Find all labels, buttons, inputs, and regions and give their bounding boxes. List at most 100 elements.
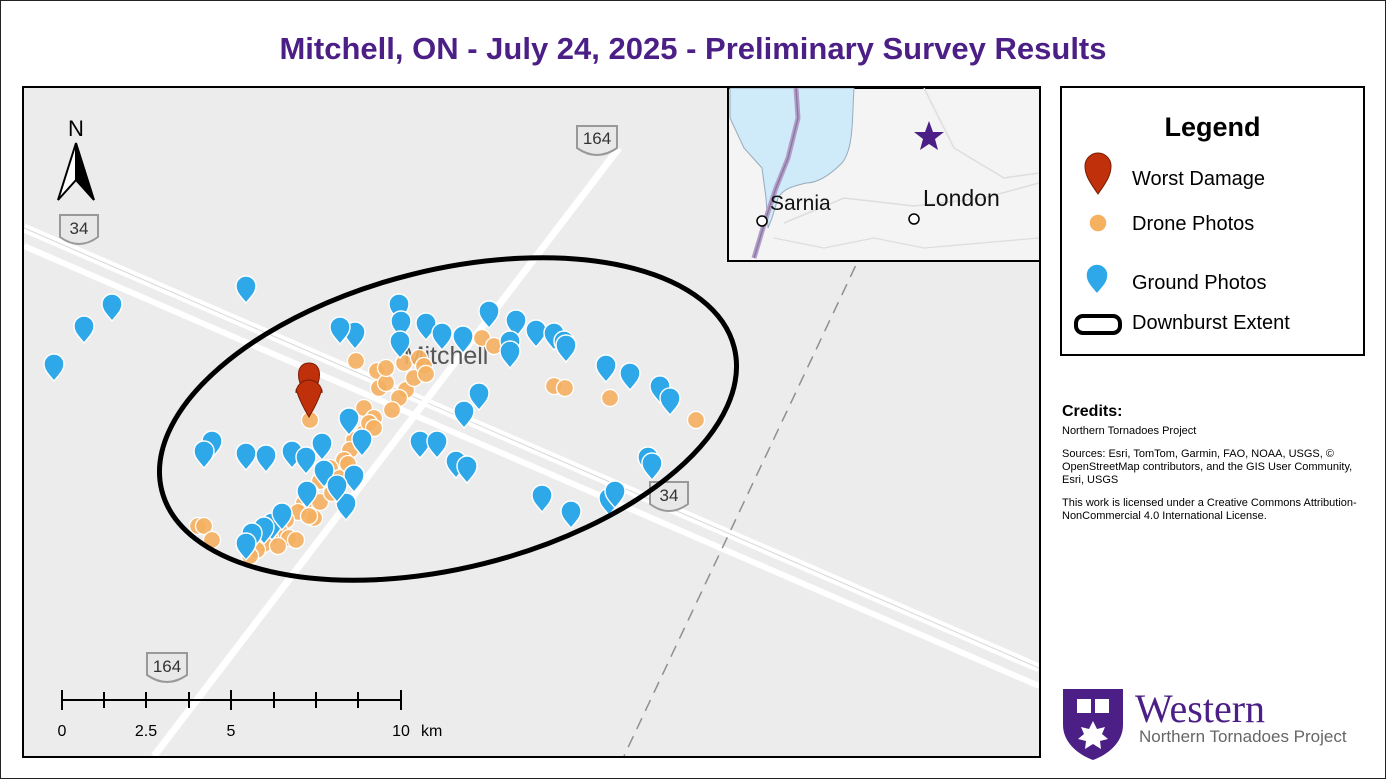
drone-photo-marker <box>555 378 575 398</box>
drone-photo-marker <box>346 351 366 371</box>
road-shield-164-top: 164 <box>576 125 618 156</box>
city-marker-icon <box>756 215 768 227</box>
credits-heading: Credits: <box>1062 403 1123 420</box>
page-title: Mitchell, ON - July 24, 2025 - Prelimina… <box>279 31 1107 66</box>
ground-photo-layer <box>43 275 681 562</box>
ground-photo-marker <box>641 452 663 482</box>
ground-photo-marker <box>296 480 318 510</box>
ground-photo-marker <box>235 532 257 562</box>
legend-label-downburst-extent: Downburst Extent <box>1132 312 1290 334</box>
road-shield-34-left: 34 <box>59 214 99 245</box>
drone-photo-marker <box>376 358 396 378</box>
ground-photo-marker <box>329 316 351 346</box>
logo-subtitle: Northern Tornadoes Project <box>1139 727 1347 746</box>
road-network <box>24 145 1039 756</box>
credits-block: Credits: Northern Tornadoes Project Sour… <box>1062 403 1362 533</box>
ground-photo-marker <box>531 484 553 514</box>
western-crest-icon <box>1063 689 1123 760</box>
legend-label-ground-photos: Ground Photos <box>1132 272 1267 294</box>
worst-damage-pin <box>295 362 323 418</box>
ground-photo-marker <box>338 407 360 437</box>
highway-164-road <box>151 145 622 756</box>
ground-photo-marker <box>295 446 317 476</box>
ground-photo-marker <box>235 442 257 472</box>
city-marker-icon <box>908 213 920 225</box>
orange-dot-icon <box>1088 213 1108 233</box>
north-arrow-icon: N <box>57 116 95 201</box>
legend-label-drone-photos: Drone Photos <box>1132 213 1255 235</box>
ground-photo-marker <box>555 334 577 364</box>
ground-photo-marker <box>193 440 215 470</box>
drone-photo-marker <box>382 400 402 420</box>
county-boundary <box>623 247 865 756</box>
ground-photo-marker <box>271 502 293 532</box>
ground-photo-marker <box>101 293 123 323</box>
ground-photo-marker <box>468 382 490 412</box>
north-label: N <box>68 116 84 141</box>
storm-location-star-icon <box>914 121 944 150</box>
ground-photo-marker <box>335 492 357 522</box>
scale-tick-label: 10 <box>392 723 410 740</box>
ground-photo-marker <box>499 340 521 370</box>
shield-label: 164 <box>583 129 611 148</box>
ground-photo-marker <box>604 480 626 510</box>
ground-photo-marker <box>560 500 582 530</box>
ground-photo-marker <box>235 275 257 305</box>
drone-photo-marker <box>686 410 706 430</box>
drone-photo-marker <box>268 536 288 556</box>
inset-city-label: Sarnia <box>770 192 831 215</box>
ground-photo-marker <box>73 315 95 345</box>
ground-photo-marker <box>431 322 453 352</box>
ground-photo-marker <box>351 428 373 458</box>
ground-photo-marker <box>43 353 65 383</box>
road-shield-34-right: 34 <box>649 481 689 512</box>
shield-label: 164 <box>153 657 181 676</box>
ground-photo-marker <box>659 387 681 417</box>
ground-photo-marker <box>311 432 333 462</box>
drone-photo-marker <box>286 530 306 550</box>
shield-label: 34 <box>660 486 679 505</box>
ground-photo-marker <box>389 330 411 360</box>
western-logo: Western Northern Tornadoes Project <box>1061 685 1371 765</box>
ground-photo-marker <box>456 455 478 485</box>
ground-photo-marker <box>478 300 500 330</box>
ground-photo-marker <box>619 362 641 392</box>
legend-title: Legend <box>1164 112 1261 142</box>
drone-photo-marker <box>416 364 436 384</box>
scale-bar: 0 2.5 5 10 km <box>58 690 442 740</box>
credits-license: This work is licensed under a Creative C… <box>1062 497 1357 522</box>
downburst-extent-ellipse <box>157 255 739 583</box>
road-shield-164-bottom: 164 <box>146 652 188 683</box>
ground-photo-marker <box>326 474 348 504</box>
map-frame: 164 34 164 34 Mitchell <box>22 86 1041 758</box>
logo-wordmark: Western <box>1135 686 1266 731</box>
inset-city-label: London <box>923 185 1000 211</box>
ground-photo-marker <box>426 430 448 460</box>
ground-photo-marker <box>452 325 474 355</box>
red-pin-icon <box>1084 152 1112 195</box>
ground-photo-marker <box>409 430 431 460</box>
scale-tick-label: 5 <box>227 723 236 740</box>
locator-inset-map: Sarnia London <box>727 88 1039 262</box>
black-ellipse-icon <box>1074 314 1122 335</box>
scale-unit-label: km <box>421 723 442 740</box>
shield-label: 34 <box>70 219 89 238</box>
scale-tick-label: 0 <box>58 723 67 740</box>
ground-photo-marker <box>255 444 277 474</box>
map-canvas: 164 34 164 34 Mitchell <box>24 88 1039 756</box>
ground-photo-marker <box>595 354 617 384</box>
ground-photo-marker <box>525 319 547 349</box>
drone-photo-marker <box>194 516 214 536</box>
drone-photo-marker <box>600 388 620 408</box>
credits-sources: Sources: Esri, TomTom, Garmin, FAO, NOAA… <box>1062 448 1353 486</box>
scale-tick-label: 2.5 <box>135 723 157 740</box>
ground-photo-marker <box>453 400 475 430</box>
rail-line <box>24 243 1039 689</box>
ground-photo-marker <box>505 309 527 339</box>
credits-org: Northern Tornadoes Project <box>1062 425 1197 437</box>
drone-photo-marker <box>299 506 319 526</box>
blue-pin-icon <box>1085 263 1109 296</box>
highway-34-road-edge <box>24 227 1039 669</box>
legend-panel: Legend Worst Damage Drone Photos Ground … <box>1060 86 1365 356</box>
